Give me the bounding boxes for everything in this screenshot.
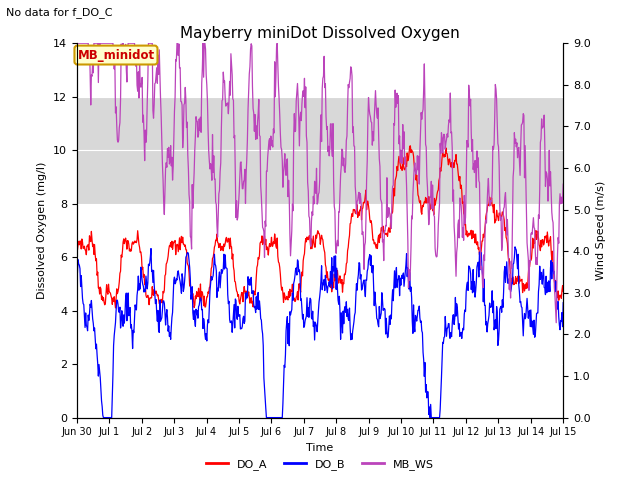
Bar <box>77 96 563 204</box>
X-axis label: Time: Time <box>307 443 333 453</box>
Legend: DO_A, DO_B, MB_WS: DO_A, DO_B, MB_WS <box>201 455 439 474</box>
Y-axis label: Wind Speed (m/s): Wind Speed (m/s) <box>596 181 606 280</box>
Text: MB_minidot: MB_minidot <box>77 48 154 61</box>
Title: Mayberry miniDot Dissolved Oxygen: Mayberry miniDot Dissolved Oxygen <box>180 25 460 41</box>
Text: No data for f_DO_C: No data for f_DO_C <box>6 7 113 18</box>
Y-axis label: Dissolved Oxygen (mg/l): Dissolved Oxygen (mg/l) <box>37 162 47 299</box>
